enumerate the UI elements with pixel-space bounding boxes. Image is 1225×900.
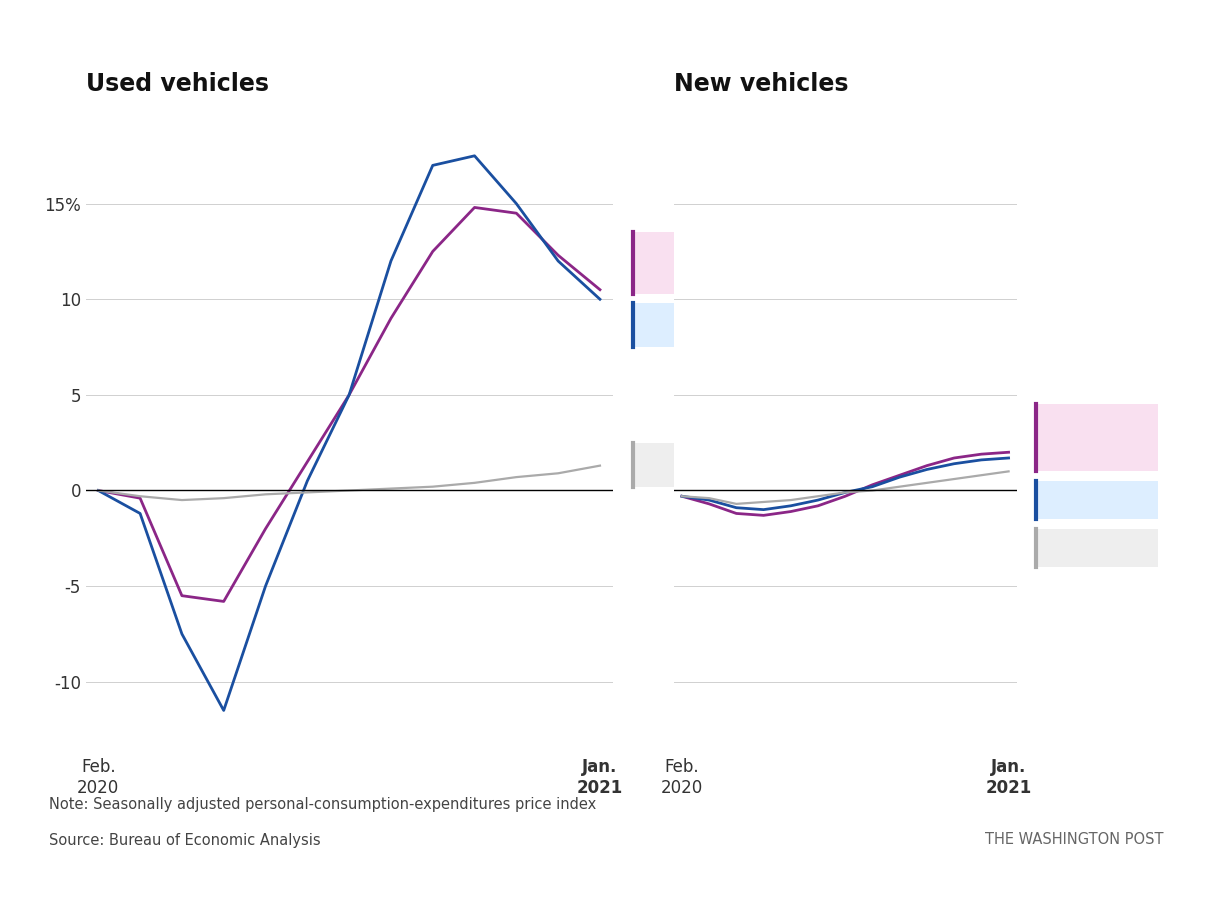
Text: Source: Bureau of Economic Analysis: Source: Bureau of Economic Analysis <box>49 832 321 848</box>
Text: Feb.
2020: Feb. 2020 <box>660 758 703 797</box>
Text: THE WASHINGTON POST: THE WASHINGTON POST <box>985 832 1164 848</box>
FancyBboxPatch shape <box>633 232 822 293</box>
FancyBboxPatch shape <box>633 443 822 487</box>
FancyBboxPatch shape <box>1036 528 1159 567</box>
Text: Trucks
and SUVs: Trucks and SUVs <box>1044 409 1123 447</box>
Text: All items: All items <box>646 446 718 464</box>
Text: Cars: Cars <box>1044 485 1082 503</box>
Text: Used vehicles: Used vehicles <box>86 72 268 96</box>
Text: All items: All items <box>1044 533 1116 551</box>
Text: Feb.
2020: Feb. 2020 <box>77 758 119 797</box>
FancyBboxPatch shape <box>633 303 822 347</box>
Text: Trucks
and SUVs: Trucks and SUVs <box>646 236 725 274</box>
Text: Jan.
2021: Jan. 2021 <box>985 758 1031 797</box>
FancyBboxPatch shape <box>1036 481 1159 519</box>
Text: Cars: Cars <box>646 307 684 325</box>
Text: Note: Seasonally adjusted personal-consumption-expenditures price index: Note: Seasonally adjusted personal-consu… <box>49 796 597 812</box>
FancyBboxPatch shape <box>1036 404 1159 472</box>
Text: Jan.
2021: Jan. 2021 <box>577 758 624 797</box>
Text: New vehicles: New vehicles <box>674 72 848 96</box>
